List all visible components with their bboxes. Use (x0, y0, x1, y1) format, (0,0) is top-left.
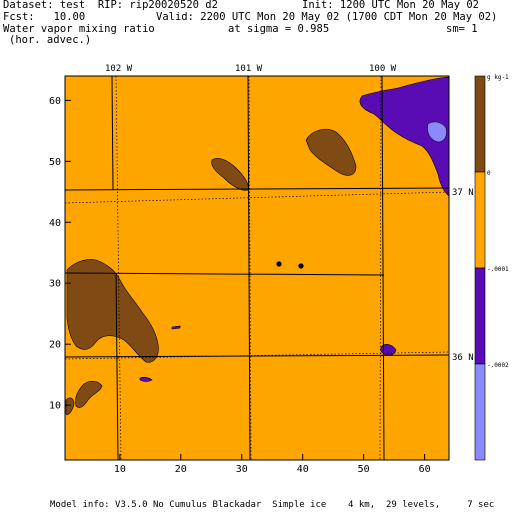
colorbar-segment-positive (474, 75, 486, 173)
x-tick-label: 60 (419, 464, 431, 475)
header-advec: (hor. advec.) (9, 34, 92, 46)
negative-region-sliver (171, 325, 181, 330)
state-line-south (64, 354, 450, 358)
colorbar-segment-zero (474, 171, 486, 269)
state-line-west-upper (111, 75, 114, 191)
colorbar (474, 75, 486, 461)
colorbar-segment-strong-negative (474, 363, 486, 461)
latitude-label: 36 N (452, 353, 474, 363)
negative-region-southwest (139, 376, 153, 382)
x-tick-label: 10 (114, 464, 126, 475)
map-background (65, 76, 449, 460)
longitude-label: 100 W (369, 64, 397, 74)
y-tick-label: 40 (49, 218, 61, 229)
positive-region-southwest (75, 380, 103, 408)
y-tick-label: 30 (49, 279, 61, 290)
footer-model-info: Model info: V3.5.0 No Cumulus Blackadar … (50, 500, 495, 510)
x-tick-label: 50 (358, 464, 370, 475)
longitude-line-100w (379, 75, 382, 461)
positive-region-north-central (211, 158, 249, 191)
state-line-middle (64, 272, 385, 276)
longitude-line-102w (115, 75, 122, 461)
latitude-label: 37 N (452, 188, 474, 198)
positive-region-small (65, 397, 75, 415)
header-sm: sm= 1 (446, 23, 478, 35)
header-init: Init: 1200 UTC Mon 20 May 02 (302, 0, 480, 11)
positive-region-north (305, 128, 357, 176)
state-line-north (64, 187, 450, 191)
colorbar-unit: g kg-1 (487, 74, 509, 81)
longitude-line-101w (248, 75, 252, 461)
colorbar-label: -.0001 (487, 266, 509, 273)
strong-negative-region (427, 121, 447, 143)
y-tick-label: 50 (49, 157, 61, 168)
state-line-west-lower (115, 272, 119, 461)
colorbar-label: -.0002 (487, 362, 509, 369)
header-valid: Valid: 2200 UTC Mon 20 May 02 (1700 CDT … (156, 11, 498, 23)
longitude-label: 102 W (105, 64, 133, 74)
longitude-label: 101 W (235, 64, 263, 74)
header-dataset: Dataset: test RIP: rip20020520 d2 (3, 0, 218, 11)
state-line-central (247, 75, 251, 461)
header-sigma: at sigma = 0.985 (228, 23, 330, 35)
y-tick-label: 10 (49, 401, 61, 412)
y-tick-label: 60 (49, 96, 61, 107)
x-tick-label: 20 (175, 464, 187, 475)
station-marker (298, 263, 304, 269)
header-fcst: Fcst: 10.00 (3, 11, 86, 23)
positive-region-west (66, 259, 159, 363)
x-tick-label: 30 (236, 464, 248, 475)
header-field: Water vapor mixing ratio (3, 23, 155, 35)
latitude-line-36n (64, 351, 450, 360)
colorbar-label: 0 (487, 170, 491, 177)
station-marker (276, 261, 282, 267)
x-tick-label: 40 (297, 464, 309, 475)
y-tick-label: 20 (49, 340, 61, 351)
latitude-line-37n (64, 191, 450, 204)
state-line-east (381, 75, 385, 461)
map-frame (64, 75, 450, 461)
colorbar-segment-negative (474, 267, 486, 365)
